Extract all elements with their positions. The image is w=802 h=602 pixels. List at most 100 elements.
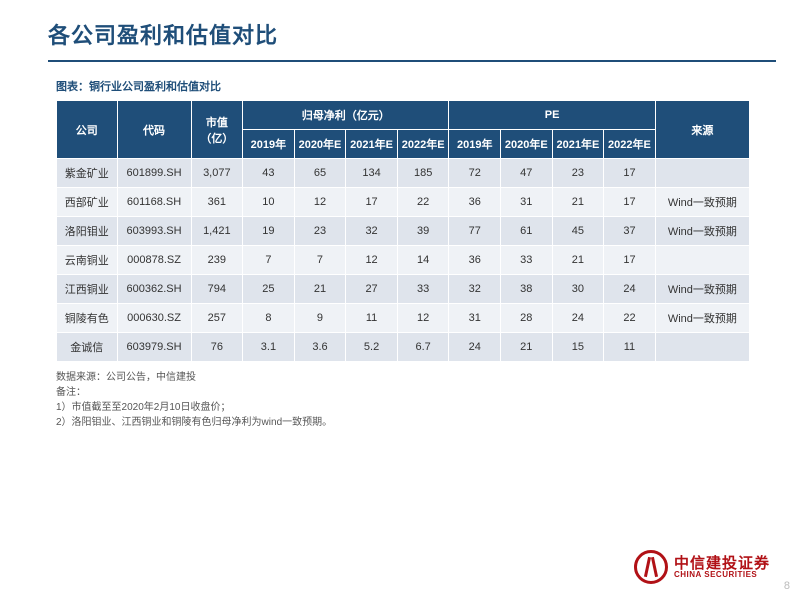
th-code: 代码 bbox=[117, 101, 191, 159]
page-title: 各公司盈利和估值对比 bbox=[48, 18, 802, 50]
table-cell: 24 bbox=[449, 333, 501, 362]
footnote-line: 2）洛阳钼业、江西铜业和铜陵有色归母净利为wind一致预期。 bbox=[56, 415, 802, 430]
chart-subtitle: 图表：铜行业公司盈利和估值对比 bbox=[0, 62, 802, 100]
table-cell bbox=[655, 246, 749, 275]
table-cell: 3.1 bbox=[243, 333, 295, 362]
table-cell: 37 bbox=[604, 217, 656, 246]
table-cell: 5.2 bbox=[346, 333, 398, 362]
table-cell: 603979.SH bbox=[117, 333, 191, 362]
th-profit-group: 归母净利（亿元） bbox=[243, 101, 449, 130]
table-cell: 76 bbox=[191, 333, 243, 362]
table-cell: 云南铜业 bbox=[57, 246, 118, 275]
table-row: 云南铜业000878.SZ23977121436332117 bbox=[57, 246, 750, 275]
th-year: 2022年E bbox=[397, 130, 449, 159]
th-year: 2019年 bbox=[449, 130, 501, 159]
table-cell: 21 bbox=[552, 188, 604, 217]
th-year: 2019年 bbox=[243, 130, 295, 159]
table-cell: 紫金矿业 bbox=[57, 159, 118, 188]
footnote-line: 备注： bbox=[56, 385, 802, 400]
table-cell: 17 bbox=[604, 159, 656, 188]
table-row: 紫金矿业601899.SH3,077436513418572472317 bbox=[57, 159, 750, 188]
logo-text: 中信建投证券 CHINA SECURITIES bbox=[674, 556, 770, 579]
table-cell: 25 bbox=[243, 275, 295, 304]
table-cell: 金诚信 bbox=[57, 333, 118, 362]
table-cell: 24 bbox=[552, 304, 604, 333]
table-cell: 23 bbox=[294, 217, 346, 246]
table-cell: 洛阳钼业 bbox=[57, 217, 118, 246]
table-header: 公司 代码 市值（亿） 归母净利（亿元） PE 来源 2019年 2020年E … bbox=[57, 101, 750, 159]
table-row: 江西铜业600362.SH7942521273332383024Wind一致预期 bbox=[57, 275, 750, 304]
table-cell: 33 bbox=[397, 275, 449, 304]
page-number: 8 bbox=[784, 580, 790, 592]
table-cell: 7 bbox=[294, 246, 346, 275]
table-cell: 17 bbox=[604, 188, 656, 217]
logo-en: CHINA SECURITIES bbox=[674, 571, 770, 579]
th-year: 2021年E bbox=[552, 130, 604, 159]
brand-logo: 中信建投证券 CHINA SECURITIES bbox=[634, 550, 770, 584]
table-cell: 14 bbox=[397, 246, 449, 275]
table-cell: 10 bbox=[243, 188, 295, 217]
table-cell: 794 bbox=[191, 275, 243, 304]
table-cell: 257 bbox=[191, 304, 243, 333]
table-cell: 22 bbox=[604, 304, 656, 333]
table-cell: 65 bbox=[294, 159, 346, 188]
footnotes: 数据来源：公司公告，中信建投 备注： 1）市值截至至2020年2月10日收盘价；… bbox=[0, 362, 802, 430]
table-cell: 38 bbox=[501, 275, 553, 304]
table-cell: 12 bbox=[346, 246, 398, 275]
table-cell: 27 bbox=[346, 275, 398, 304]
table-cell: 36 bbox=[449, 188, 501, 217]
th-source: 来源 bbox=[655, 101, 749, 159]
table-cell bbox=[655, 333, 749, 362]
table-cell: 19 bbox=[243, 217, 295, 246]
table-cell: 15 bbox=[552, 333, 604, 362]
th-year: 2020年E bbox=[294, 130, 346, 159]
th-company: 公司 bbox=[57, 101, 118, 159]
logo-cn: 中信建投证券 bbox=[674, 556, 770, 571]
table-cell: 22 bbox=[397, 188, 449, 217]
table-cell: 601899.SH bbox=[117, 159, 191, 188]
th-pe-group: PE bbox=[449, 101, 655, 130]
table-cell: 33 bbox=[501, 246, 553, 275]
table-cell: 11 bbox=[604, 333, 656, 362]
table-row: 西部矿业601168.SH3611012172236312117Wind一致预期 bbox=[57, 188, 750, 217]
table-cell: 47 bbox=[501, 159, 553, 188]
table-cell: 77 bbox=[449, 217, 501, 246]
table-cell: 000878.SZ bbox=[117, 246, 191, 275]
th-year: 2021年E bbox=[346, 130, 398, 159]
table-cell: 361 bbox=[191, 188, 243, 217]
table-cell: 江西铜业 bbox=[57, 275, 118, 304]
table-cell: 32 bbox=[346, 217, 398, 246]
table-cell: 239 bbox=[191, 246, 243, 275]
table-cell: 134 bbox=[346, 159, 398, 188]
table-cell: 3,077 bbox=[191, 159, 243, 188]
table-cell: 185 bbox=[397, 159, 449, 188]
title-bar: 各公司盈利和估值对比 bbox=[0, 0, 802, 56]
table-cell: 17 bbox=[604, 246, 656, 275]
table-cell: 9 bbox=[294, 304, 346, 333]
table-cell: 21 bbox=[294, 275, 346, 304]
table-row: 金诚信603979.SH763.13.65.26.724211511 bbox=[57, 333, 750, 362]
table-wrapper: 公司 代码 市值（亿） 归母净利（亿元） PE 来源 2019年 2020年E … bbox=[0, 100, 802, 362]
table-cell: Wind一致预期 bbox=[655, 275, 749, 304]
table-cell: 000630.SZ bbox=[117, 304, 191, 333]
table-cell: 12 bbox=[397, 304, 449, 333]
table-cell: 6.7 bbox=[397, 333, 449, 362]
table-cell: 600362.SH bbox=[117, 275, 191, 304]
footnote-line: 数据来源：公司公告，中信建投 bbox=[56, 370, 802, 385]
table-cell: 铜陵有色 bbox=[57, 304, 118, 333]
th-year: 2020年E bbox=[501, 130, 553, 159]
table-row: 铜陵有色000630.SZ25789111231282422Wind一致预期 bbox=[57, 304, 750, 333]
table-cell: 601168.SH bbox=[117, 188, 191, 217]
table-cell: 43 bbox=[243, 159, 295, 188]
table-cell: Wind一致预期 bbox=[655, 217, 749, 246]
table-cell: 12 bbox=[294, 188, 346, 217]
table-cell: Wind一致预期 bbox=[655, 304, 749, 333]
table-cell: 1,421 bbox=[191, 217, 243, 246]
table-cell: 8 bbox=[243, 304, 295, 333]
table-cell: 61 bbox=[501, 217, 553, 246]
table-cell: 11 bbox=[346, 304, 398, 333]
table-row: 洛阳钼业603993.SH1,4211923323977614537Wind一致… bbox=[57, 217, 750, 246]
table-cell: 603993.SH bbox=[117, 217, 191, 246]
table-cell: 24 bbox=[604, 275, 656, 304]
table-cell: 28 bbox=[501, 304, 553, 333]
